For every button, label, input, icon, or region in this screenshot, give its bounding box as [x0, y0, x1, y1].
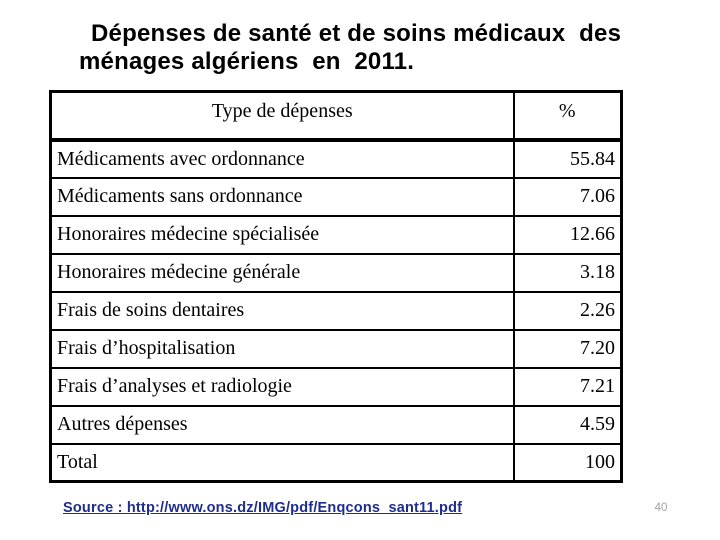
table-row: Médicaments avec ordonnance 55.84 [49, 138, 623, 179]
total-label-cell: Total [49, 442, 515, 483]
expense-value-cell: 12.66 [512, 214, 623, 255]
slide-title: Dépenses de santé et de soins médicaux d… [79, 20, 659, 76]
table-row: Frais de soins dentaires 2.26 [49, 290, 623, 331]
table-header-row: Type de dépenses % [49, 90, 623, 142]
page-number: 40 [654, 502, 668, 514]
table-row: Honoraires médecine spécialisée 12.66 [49, 214, 623, 255]
expense-value-cell: 7.20 [512, 328, 623, 369]
expense-label-cell: Frais d’hospitalisation [49, 328, 515, 369]
table-row: Total 100 [49, 442, 623, 483]
table-row: Frais d’hospitalisation 7.20 [49, 328, 623, 369]
expense-label-cell: Frais de soins dentaires [49, 290, 515, 331]
expense-label-cell: Médicaments sans ordonnance [49, 176, 515, 217]
slide-title-line2: ménages algériens en 2011. [79, 48, 415, 75]
source-link[interactable]: Source : http://www.ons.dz/IMG/pdf/Enqco… [63, 500, 463, 516]
header-type-cell: Type de dépenses [49, 90, 515, 142]
expense-value-cell: 2.26 [512, 290, 623, 331]
table-row: Autres dépenses 4.59 [49, 404, 623, 445]
expense-label-cell: Médicaments avec ordonnance [49, 138, 515, 179]
expense-value-cell: 7.06 [512, 176, 623, 217]
expense-value-cell: 55.84 [512, 138, 623, 179]
table-row: Frais d’analyses et radiologie 7.21 [49, 366, 623, 407]
expense-label-cell: Frais d’analyses et radiologie [49, 366, 515, 407]
table-row: Médicaments sans ordonnance 7.06 [49, 176, 623, 217]
slide-title-line1: Dépenses de santé et de soins médicaux d… [91, 20, 622, 47]
expenses-table: Type de dépenses % Médicaments avec ordo… [49, 90, 623, 483]
expense-label-cell: Honoraires médecine spécialisée [49, 214, 515, 255]
expense-label-cell: Autres dépenses [49, 404, 515, 445]
total-value-cell: 100 [512, 442, 623, 483]
header-percent-cell: % [512, 90, 623, 142]
expense-value-cell: 3.18 [512, 252, 623, 293]
expense-value-cell: 7.21 [512, 366, 623, 407]
table-row: Honoraires médecine générale 3.18 [49, 252, 623, 293]
expense-label-cell: Honoraires médecine générale [49, 252, 515, 293]
expense-value-cell: 4.59 [512, 404, 623, 445]
